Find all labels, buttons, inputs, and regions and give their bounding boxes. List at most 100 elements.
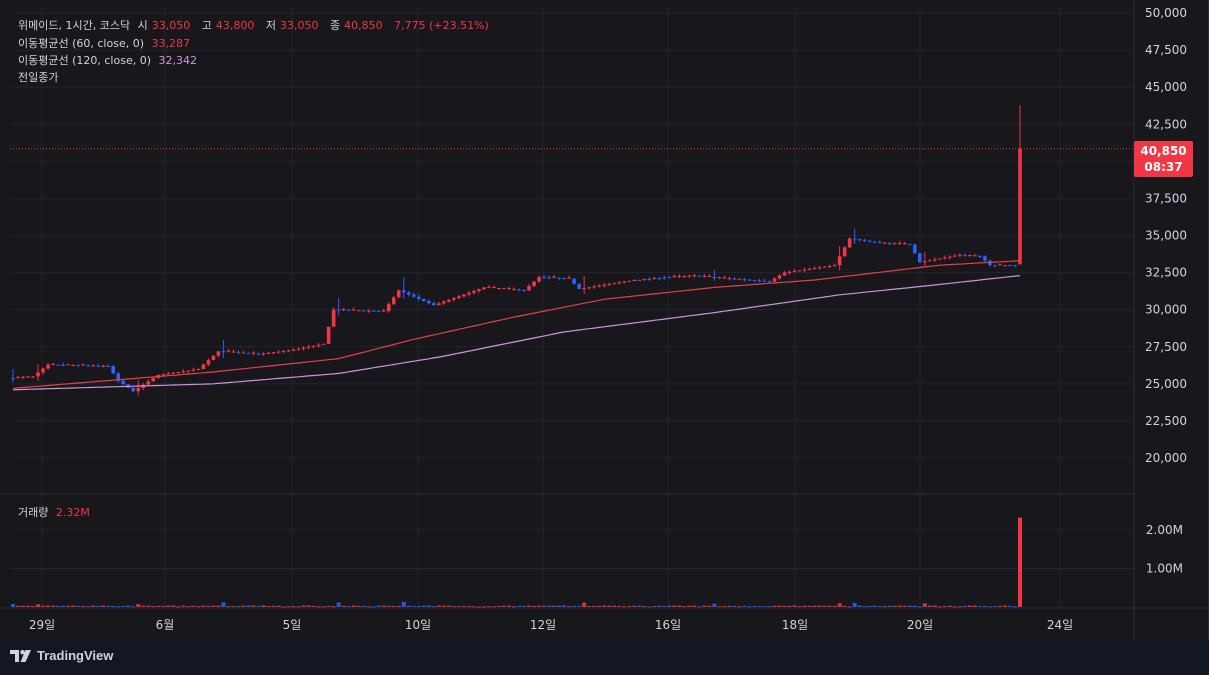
volume-bar xyxy=(547,605,552,607)
candle-body xyxy=(106,365,110,367)
candle-body xyxy=(411,294,416,297)
candle-body xyxy=(66,364,70,366)
volume-value: 2.32M xyxy=(55,506,90,519)
volume-bar xyxy=(426,605,431,607)
candle-body xyxy=(812,268,817,270)
volume-bar xyxy=(351,605,356,607)
candle-body xyxy=(968,254,972,256)
candle-body xyxy=(186,370,191,372)
chart-area[interactable]: 50,00047,50045,00042,50040,00037,50035,0… xyxy=(0,0,1209,640)
volume-bar xyxy=(682,606,687,608)
volume-bar xyxy=(757,605,762,607)
candle-body xyxy=(857,239,862,241)
x-tick-label: 6월 xyxy=(156,618,175,632)
x-tick-label: 16일 xyxy=(655,618,681,632)
volume-bar xyxy=(61,605,66,607)
candle-body xyxy=(547,277,551,279)
candle-body xyxy=(291,349,296,351)
volume-bar xyxy=(276,605,281,607)
candle-body xyxy=(206,360,211,365)
price-chart[interactable]: 50,00047,50045,00042,50040,00037,50035,0… xyxy=(0,0,1209,640)
change-value: 7,775 (+23.51%) xyxy=(394,19,489,32)
candle-body xyxy=(86,365,90,367)
candle-body xyxy=(717,277,722,279)
candle-body xyxy=(422,298,426,301)
ma60-legend[interactable]: 이동평균선 (60, close, 0) 33,287 xyxy=(18,37,194,51)
volume-bar xyxy=(411,605,416,607)
high-value: 43,800 xyxy=(215,19,255,32)
volume-bar xyxy=(416,606,421,608)
volume-bar xyxy=(171,605,176,607)
ma60-label: 이동평균선 (60, close, 0) xyxy=(18,37,144,50)
volume-bar xyxy=(286,606,291,608)
candle-body xyxy=(457,296,461,299)
candle-body xyxy=(973,255,977,257)
candle-body xyxy=(892,243,897,245)
candle-body xyxy=(757,280,762,282)
y-tick-label: 50,000 xyxy=(1145,6,1187,20)
close-value: 40,850 xyxy=(344,19,383,32)
volume-bar xyxy=(81,606,86,608)
volume-bar xyxy=(1002,605,1007,607)
candle-body xyxy=(897,242,902,244)
volume-label: 거래량 xyxy=(18,506,49,519)
volume-bar xyxy=(752,606,757,608)
candle-body xyxy=(582,288,586,290)
volume-bar xyxy=(241,605,246,607)
volume-bar xyxy=(717,606,722,608)
candle-body xyxy=(226,350,231,352)
candle-body xyxy=(487,287,491,289)
volume-bar xyxy=(537,605,542,607)
candle-body xyxy=(537,277,541,282)
candle-body xyxy=(797,270,802,272)
candle-body xyxy=(231,351,236,353)
ma120-legend[interactable]: 이동평균선 (120, close, 0) 32,342 xyxy=(18,54,201,68)
candle-body xyxy=(597,285,601,287)
volume-bar xyxy=(471,606,476,608)
candle-body xyxy=(677,275,682,277)
candle-body xyxy=(862,239,867,241)
y-tick-label: 25,000 xyxy=(1145,377,1187,391)
candle-body xyxy=(527,285,531,291)
volume-bar xyxy=(441,605,446,607)
candle-body xyxy=(361,310,366,312)
volume-bar xyxy=(491,606,496,608)
candle-body xyxy=(902,243,907,245)
candle-body xyxy=(452,298,456,300)
open-value: 33,050 xyxy=(151,19,191,32)
volume-bar xyxy=(822,605,827,607)
low-label: 저 xyxy=(265,19,276,32)
y-tick-label: 20,000 xyxy=(1145,451,1187,465)
volume-bar xyxy=(737,606,742,608)
ohlc-open: 시 33,050 xyxy=(138,19,195,32)
volume-bar xyxy=(336,602,341,607)
candle-body xyxy=(907,244,912,246)
candle-body xyxy=(71,365,75,367)
candle-body xyxy=(1018,148,1022,265)
volume-legend[interactable]: 거래량 2.32M xyxy=(18,506,94,520)
ma60-value: 33,287 xyxy=(151,37,191,50)
candle-body xyxy=(91,365,95,367)
prev-close-legend[interactable]: 전일종가 xyxy=(18,71,62,85)
candle-body xyxy=(81,364,85,366)
volume-bar xyxy=(897,605,902,607)
y-tick-label: 32,500 xyxy=(1145,266,1187,280)
candle-body xyxy=(592,286,596,288)
volume-bar xyxy=(486,606,491,608)
candle-body xyxy=(782,272,787,276)
tradingview-branding[interactable]: TradingView xyxy=(10,648,113,663)
volume-bar xyxy=(567,606,572,608)
candle-body xyxy=(772,278,777,282)
candle-body xyxy=(286,350,291,352)
candle-body xyxy=(31,376,35,378)
volume-bar xyxy=(476,606,481,608)
volume-bar xyxy=(782,605,787,607)
volume-bar xyxy=(962,605,967,607)
candle-body xyxy=(707,275,712,277)
volume-bar xyxy=(31,605,36,607)
volume-bar xyxy=(506,605,511,607)
volume-bar xyxy=(121,606,126,608)
prev-close-label: 전일종가 xyxy=(18,71,59,84)
candle-body xyxy=(472,290,476,293)
volume-bar xyxy=(797,606,802,608)
